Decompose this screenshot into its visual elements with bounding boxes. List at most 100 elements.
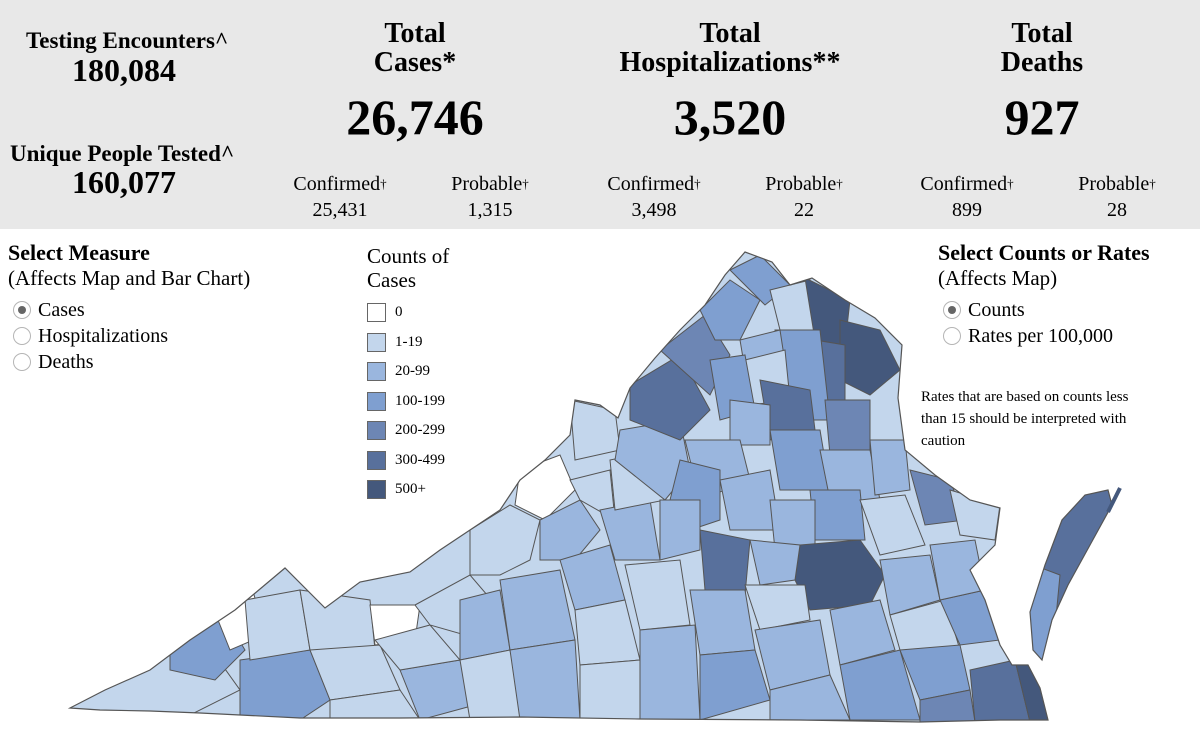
dagger-mark: † bbox=[380, 176, 387, 191]
measure-option-label: Hospitalizations bbox=[38, 324, 168, 347]
legend-item: 200-299 bbox=[367, 416, 449, 446]
county-region bbox=[809, 489, 866, 541]
county-region bbox=[769, 429, 831, 491]
hospitalizations-confirmed-label: Confirmed† bbox=[584, 173, 724, 196]
cases-confirmed-text: Confirmed bbox=[293, 173, 381, 195]
legend-item: 100-199 bbox=[367, 387, 449, 417]
county-region bbox=[744, 584, 811, 631]
legend-title: Counts of Cases bbox=[367, 244, 449, 292]
county-region bbox=[244, 589, 311, 661]
deaths-probable-label: Probable† bbox=[1047, 173, 1187, 196]
legend-item: 500+ bbox=[367, 475, 449, 505]
measure-option-hospitalizations[interactable]: Hospitalizations bbox=[13, 323, 250, 349]
legend-swatch bbox=[367, 391, 386, 411]
legend-label: 20-99 bbox=[395, 363, 430, 380]
rate-selector-subtitle: (Affects Map) bbox=[938, 266, 1058, 290]
total-hospitalizations-title-line2: Hospitalizations** bbox=[619, 47, 841, 78]
assateague-island bbox=[1106, 487, 1122, 513]
radio-unselected-icon[interactable] bbox=[13, 353, 31, 371]
measure-option-cases[interactable]: Cases bbox=[13, 297, 250, 323]
rate-selector: Select Counts or Rates (Affects Map) Cou… bbox=[938, 240, 1150, 349]
total-hospitalizations-title-line1: Total bbox=[699, 18, 761, 49]
county-region bbox=[1030, 559, 1061, 660]
eastern-shore-outline bbox=[1029, 489, 1113, 662]
cases-confirmed-value: 25,431 bbox=[312, 199, 368, 221]
measure-subtitle: (Affects Map and Bar Chart) bbox=[8, 266, 251, 290]
rate-option-rates[interactable]: Rates per 100,000 bbox=[943, 323, 1150, 349]
radio-unselected-icon[interactable] bbox=[13, 327, 31, 345]
radio-selected-icon[interactable] bbox=[943, 301, 961, 319]
deaths-probable-text: Probable bbox=[1078, 173, 1150, 195]
legend-item: 1-19 bbox=[367, 328, 449, 358]
total-cases-title: Total Cases* bbox=[315, 19, 515, 77]
dagger-mark: † bbox=[522, 176, 529, 191]
total-hospitalizations-title: Total Hospitalizations** bbox=[580, 19, 880, 77]
measure-option-label: Cases bbox=[38, 298, 85, 321]
eastern-shore-counties bbox=[1030, 490, 1112, 660]
unique-people-label: Unique People Tested^ bbox=[10, 141, 235, 166]
total-deaths-title: Total Deaths bbox=[942, 19, 1142, 77]
map-legend: Counts of Cases 0 1-19 20-99 100-199 200-299… bbox=[367, 244, 449, 505]
county-region bbox=[579, 659, 641, 721]
legend-item: 20-99 bbox=[367, 357, 449, 387]
county-region bbox=[749, 539, 801, 586]
county-region bbox=[469, 504, 541, 576]
measure-option-label: Deaths bbox=[38, 350, 94, 373]
deaths-probable-value: 28 bbox=[1107, 199, 1127, 221]
county-region bbox=[699, 529, 751, 596]
legend-swatch bbox=[367, 421, 386, 441]
legend-label: 100-199 bbox=[395, 392, 445, 409]
legend-label: 1-19 bbox=[395, 333, 423, 350]
dagger-mark: † bbox=[1007, 176, 1014, 191]
county-region bbox=[729, 399, 771, 446]
legend-title-line2: Cases bbox=[367, 268, 416, 292]
hospitalizations-probable-label: Probable† bbox=[734, 173, 874, 196]
county-region bbox=[509, 639, 581, 721]
county-region bbox=[829, 599, 896, 666]
rate-option-counts[interactable]: Counts bbox=[943, 297, 1150, 323]
total-deaths-value: 927 bbox=[1004, 89, 1080, 145]
total-deaths-title-line2: Deaths bbox=[1000, 47, 1084, 78]
dagger-mark: † bbox=[836, 176, 843, 191]
measure-title: Select Measure bbox=[8, 240, 150, 265]
deaths-confirmed-text: Confirmed bbox=[920, 173, 1008, 195]
cases-probable-text: Probable bbox=[451, 173, 523, 195]
county-region bbox=[929, 539, 986, 601]
total-cases-title-line1: Total bbox=[384, 18, 446, 49]
county-region bbox=[824, 399, 871, 456]
county-region bbox=[969, 659, 1031, 722]
measure-selector: Select Measure (Affects Map and Bar Char… bbox=[8, 240, 250, 375]
note-line: caution bbox=[921, 433, 966, 449]
legend-label: 200-299 bbox=[395, 422, 445, 439]
cases-probable-value: 1,315 bbox=[467, 199, 513, 221]
county-region bbox=[919, 689, 976, 722]
summary-header: Testing Encounters^ 180,084 Unique Peopl… bbox=[0, 0, 1200, 229]
county-region bbox=[859, 494, 926, 556]
note-line: than 15 should be interpreted with bbox=[921, 411, 1127, 427]
total-cases-title-line2: Cases* bbox=[373, 47, 457, 78]
rate-option-label: Rates per 100,000 bbox=[968, 324, 1113, 347]
legend-item: 300-499 bbox=[367, 446, 449, 476]
county-region bbox=[699, 279, 761, 341]
county-region bbox=[689, 589, 756, 656]
county-region bbox=[659, 499, 701, 561]
measure-option-deaths[interactable]: Deaths bbox=[13, 349, 250, 375]
legend-swatch bbox=[367, 480, 386, 500]
legend-swatch bbox=[367, 332, 386, 352]
hospitalizations-probable-text: Probable bbox=[765, 173, 837, 195]
county-region bbox=[539, 499, 601, 561]
hospitalizations-confirmed-text: Confirmed bbox=[607, 173, 695, 195]
unique-people-value: 160,077 bbox=[72, 164, 176, 200]
cases-confirmed-label: Confirmed† bbox=[270, 173, 410, 196]
radio-unselected-icon[interactable] bbox=[943, 327, 961, 345]
radio-selected-icon[interactable] bbox=[13, 301, 31, 319]
dagger-mark: † bbox=[694, 176, 701, 191]
county-region bbox=[569, 399, 621, 461]
legend-label: 0 bbox=[395, 304, 403, 321]
legend-swatch bbox=[367, 450, 386, 470]
legend-label: 500+ bbox=[395, 481, 426, 498]
total-cases-value: 26,746 bbox=[346, 89, 484, 145]
legend-swatch bbox=[367, 303, 386, 323]
county-region bbox=[639, 624, 701, 721]
total-hospitalizations-value: 3,520 bbox=[673, 89, 787, 145]
